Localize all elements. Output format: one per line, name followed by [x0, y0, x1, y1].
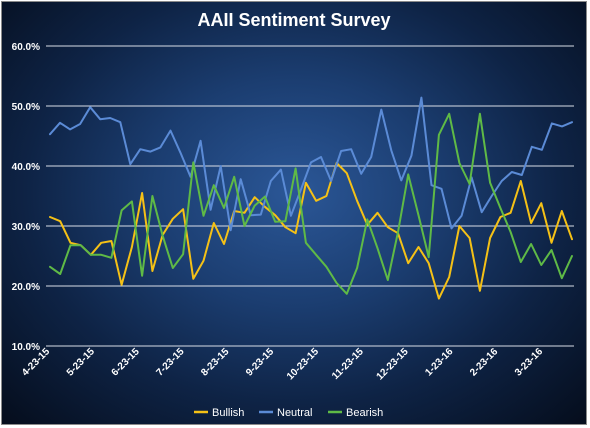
- x-tick-label: 10-23-15: [285, 346, 321, 382]
- x-tick-label: 2-23-16: [468, 346, 500, 378]
- x-tick-label: 6-23-15: [110, 346, 142, 378]
- y-tick-label: 50.0%: [12, 102, 40, 113]
- line-chart: 10.0%20.0%30.0%40.0%50.0%60.0% 4-23-15 5-…: [12, 42, 574, 419]
- x-tick-label: 9-23-15: [244, 346, 276, 378]
- y-tick-label: 20.0%: [12, 282, 40, 293]
- x-axis-ticks: 4-23-15 5-23-15 6-23-15 7-23-15 8-23-15 9-23-…: [20, 346, 545, 382]
- series-line-bullish: [49, 162, 573, 300]
- legend: Bullish Neutral Bearish: [194, 407, 383, 419]
- y-tick-label: 40.0%: [12, 162, 40, 173]
- series-line-neutral: [49, 96, 573, 232]
- y-tick-label: 10.0%: [12, 342, 40, 353]
- x-tick-label: 1-23-16: [423, 346, 455, 378]
- legend-label-bullish: Bullish: [212, 407, 244, 419]
- series-lines: [49, 96, 573, 300]
- x-tick-label: 11-23-15: [330, 346, 366, 382]
- x-tick-label: 5-23-15: [65, 346, 97, 378]
- x-tick-label: 8-23-15: [199, 346, 231, 378]
- x-tick-label: 3-23-16: [513, 346, 545, 378]
- x-tick-label: 12-23-15: [375, 346, 411, 382]
- y-tick-label: 60.0%: [12, 42, 40, 53]
- legend-label-neutral: Neutral: [277, 407, 312, 419]
- y-tick-label: 30.0%: [12, 222, 40, 233]
- series-line-bearish: [49, 112, 573, 295]
- x-tick-label: 7-23-15: [154, 346, 186, 378]
- chart-title: AAII Sentiment Survey: [197, 10, 391, 30]
- y-axis-ticks: 10.0% 20.0% 30.0% 40.0% 50.0% 60.0%: [12, 42, 40, 353]
- legend-label-bearish: Bearish: [346, 407, 383, 419]
